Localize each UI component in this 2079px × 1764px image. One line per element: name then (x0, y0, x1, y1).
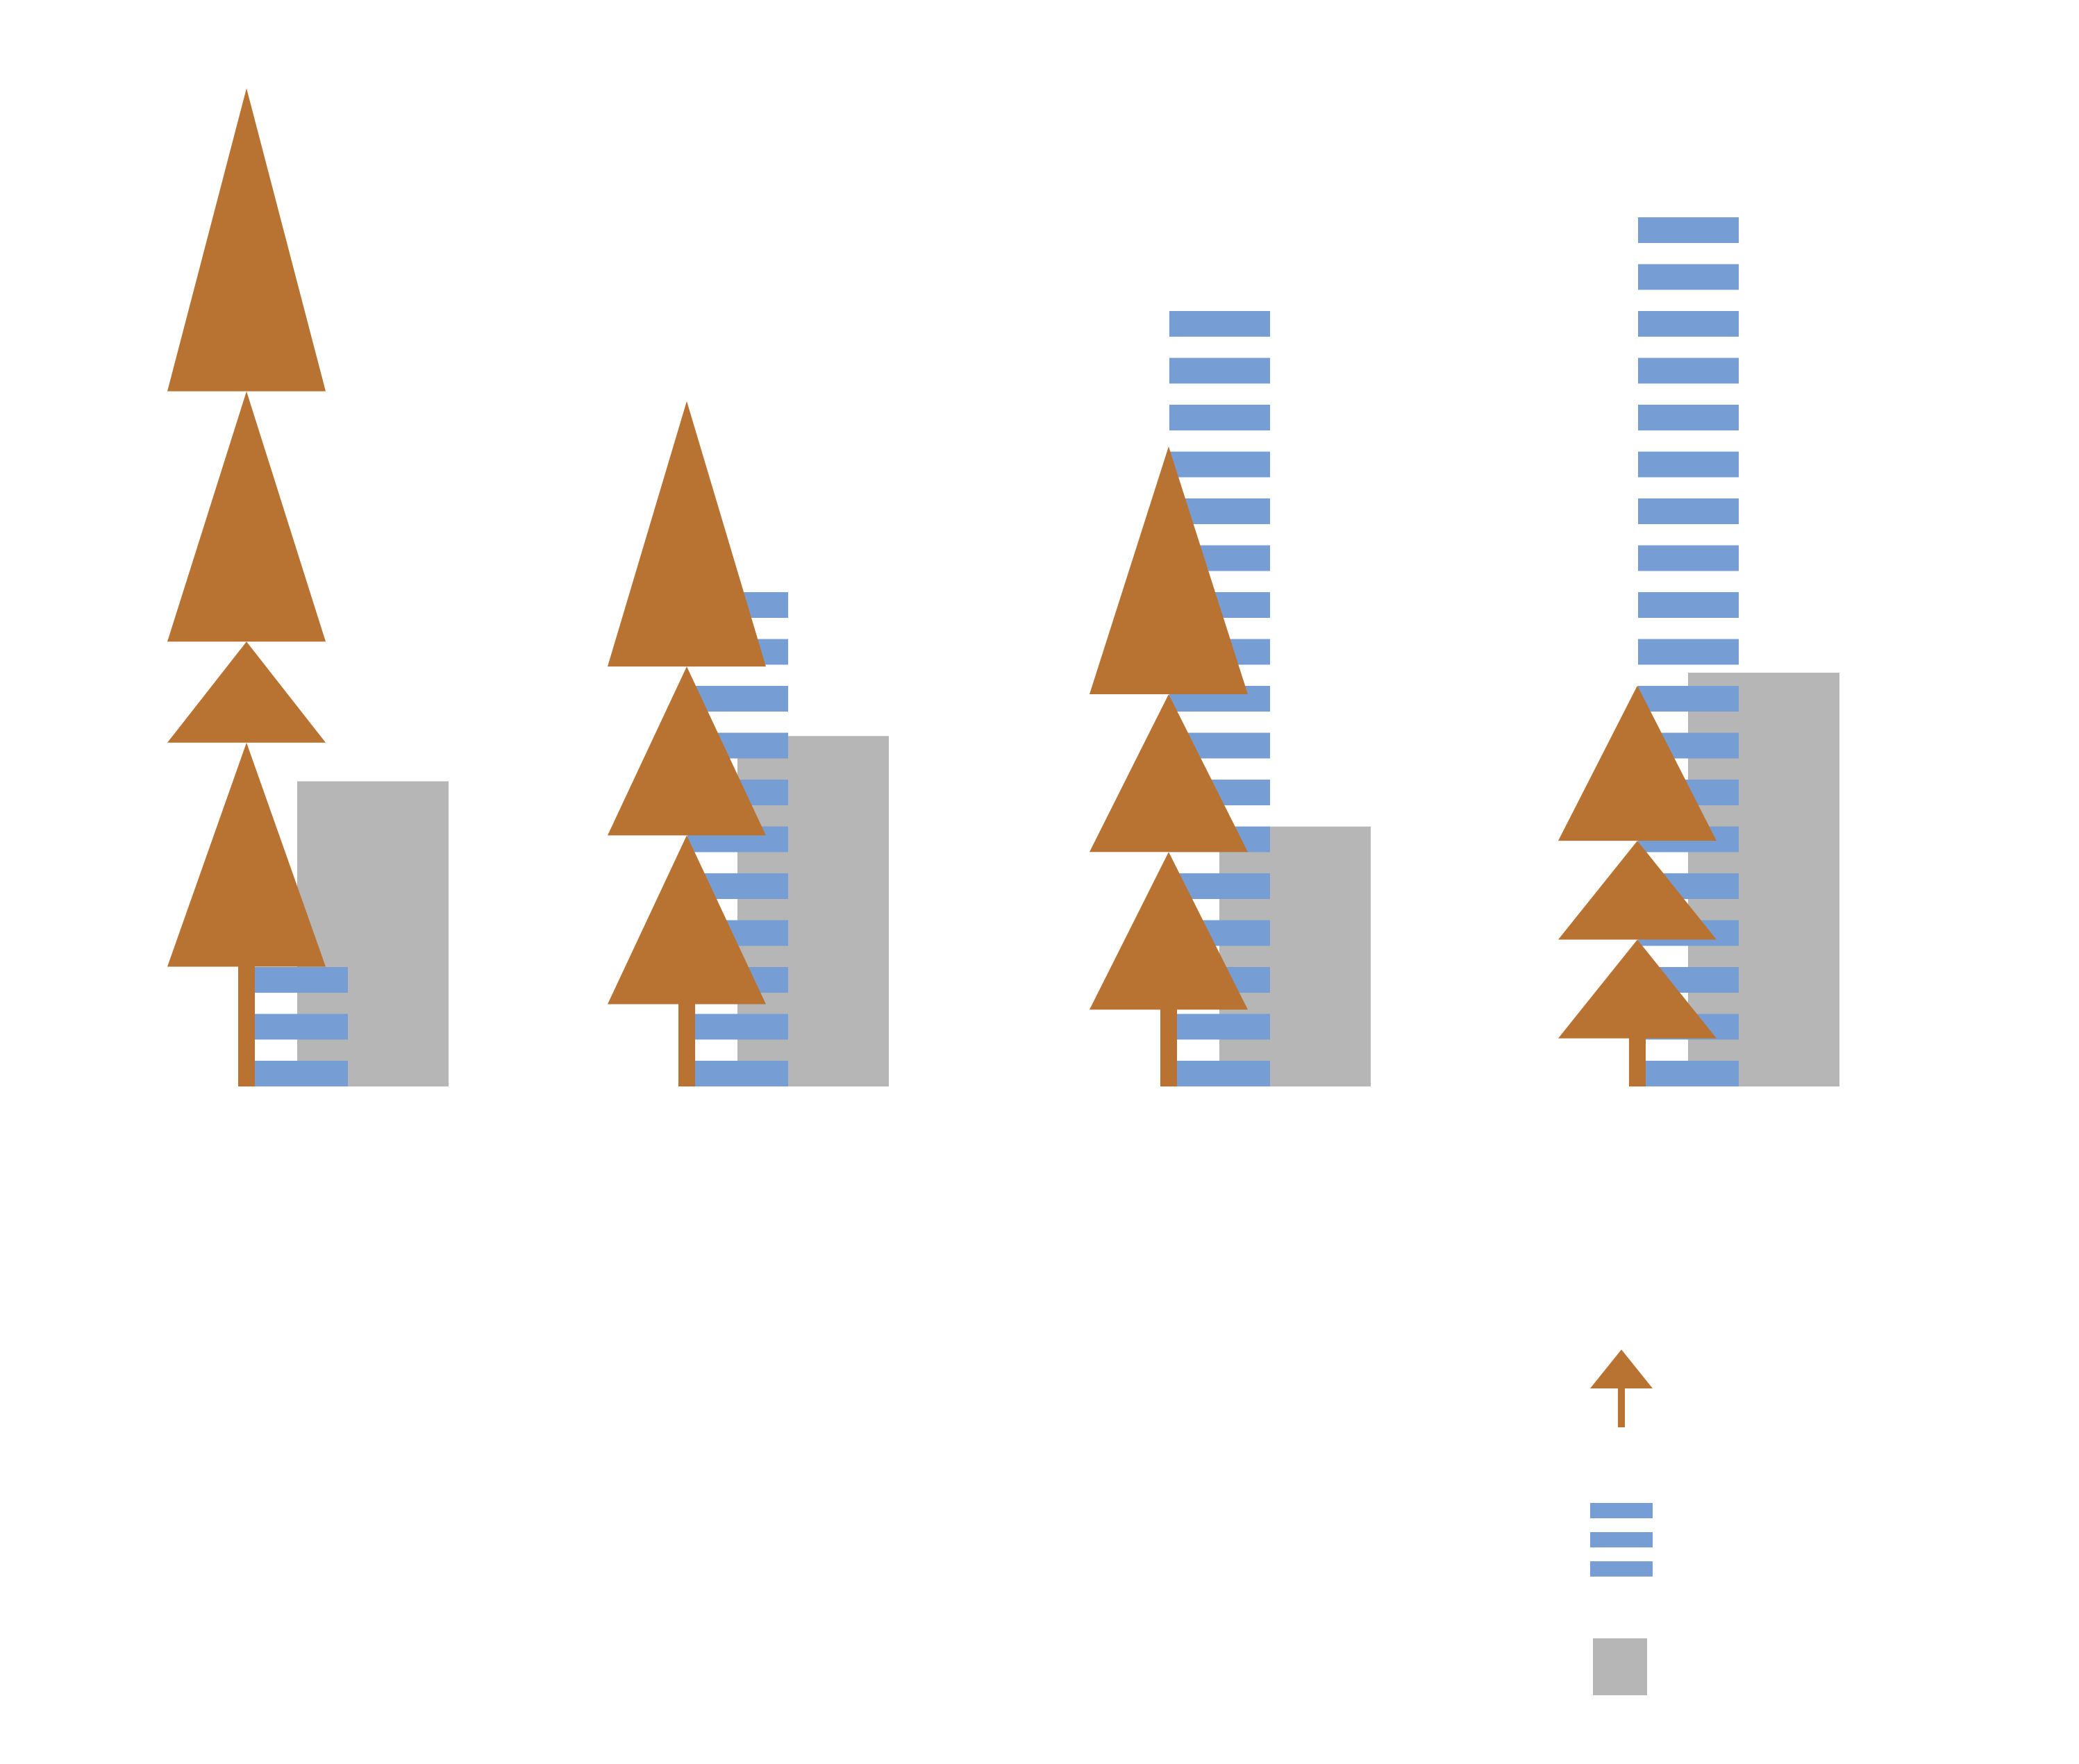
stripe (1638, 498, 1739, 524)
stripe (1638, 405, 1739, 430)
category-group (1089, 311, 1371, 1086)
bar-tree (1089, 446, 1248, 1086)
tree-tier (608, 835, 766, 1005)
tree-trunk (678, 1001, 695, 1086)
category-group (1558, 217, 1839, 1086)
bar-block (1219, 826, 1371, 1086)
tree-tier (1558, 841, 1717, 940)
stripe (1169, 358, 1270, 384)
stripe (247, 1061, 348, 1086)
tree-tier (1558, 939, 1717, 1039)
tree-tier (1089, 694, 1248, 852)
stripe (1638, 545, 1739, 571)
stripe (687, 1061, 788, 1086)
stripe (1169, 1061, 1270, 1086)
bar-tree (1558, 685, 1717, 1086)
tree-tier (1089, 446, 1248, 695)
legend-item-tree-icon (1590, 1350, 1653, 1427)
legend-item-stripes-icon (1590, 1503, 1653, 1577)
stripe (1638, 1061, 1739, 1086)
legend (1590, 1347, 1729, 1708)
tree-tier (167, 742, 326, 967)
tree-tier (608, 666, 766, 836)
bar-tree (608, 401, 766, 1086)
legend-block (1593, 1638, 1647, 1695)
legend-tree-triangle (1590, 1350, 1653, 1388)
tree-trunk (238, 964, 255, 1086)
legend-stripe (1590, 1561, 1653, 1577)
tree-trunk (1160, 1007, 1177, 1086)
stripe (1638, 264, 1739, 290)
stripe (1638, 639, 1739, 665)
stripe (1638, 451, 1739, 478)
stripe (1169, 405, 1270, 430)
bar-stripes (247, 967, 348, 1086)
stripe (247, 967, 348, 993)
stripe (1638, 358, 1739, 384)
stripe (1638, 686, 1739, 712)
stripe (687, 1014, 788, 1040)
tree-tier (608, 401, 766, 667)
stripe (1638, 592, 1739, 618)
stripe (1638, 311, 1739, 337)
tree-tier (1089, 852, 1248, 1010)
legend-stripe (1590, 1532, 1653, 1547)
bar-tree (167, 88, 326, 1086)
legend-tree-trunk (1618, 1388, 1625, 1427)
tree-tier (167, 88, 326, 392)
legend-stripe (1590, 1503, 1653, 1518)
stripe (1169, 451, 1270, 478)
tree-trunk (1629, 1035, 1646, 1086)
stripe (1638, 217, 1739, 243)
category-group (608, 401, 889, 1086)
stripe (1169, 311, 1270, 337)
category-group (167, 88, 449, 1086)
stripe (247, 1014, 348, 1040)
legend-item-block-icon (1593, 1638, 1647, 1695)
tree-tier (167, 391, 326, 642)
bar-block (297, 781, 449, 1086)
tree-tier (1558, 685, 1717, 841)
bars-layer (167, 88, 1839, 1086)
stripe (1169, 1014, 1270, 1040)
tree-tier (167, 641, 326, 743)
